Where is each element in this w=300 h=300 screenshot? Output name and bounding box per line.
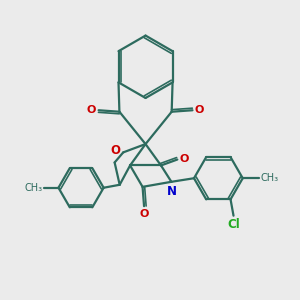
Text: O: O — [87, 105, 96, 115]
Text: O: O — [140, 209, 149, 219]
Text: O: O — [195, 105, 204, 115]
Text: N: N — [167, 185, 176, 198]
Text: O: O — [180, 154, 189, 164]
Text: Cl: Cl — [228, 218, 241, 231]
Text: CH₃: CH₃ — [25, 183, 43, 193]
Text: CH₃: CH₃ — [261, 173, 279, 183]
Text: O: O — [110, 144, 120, 158]
